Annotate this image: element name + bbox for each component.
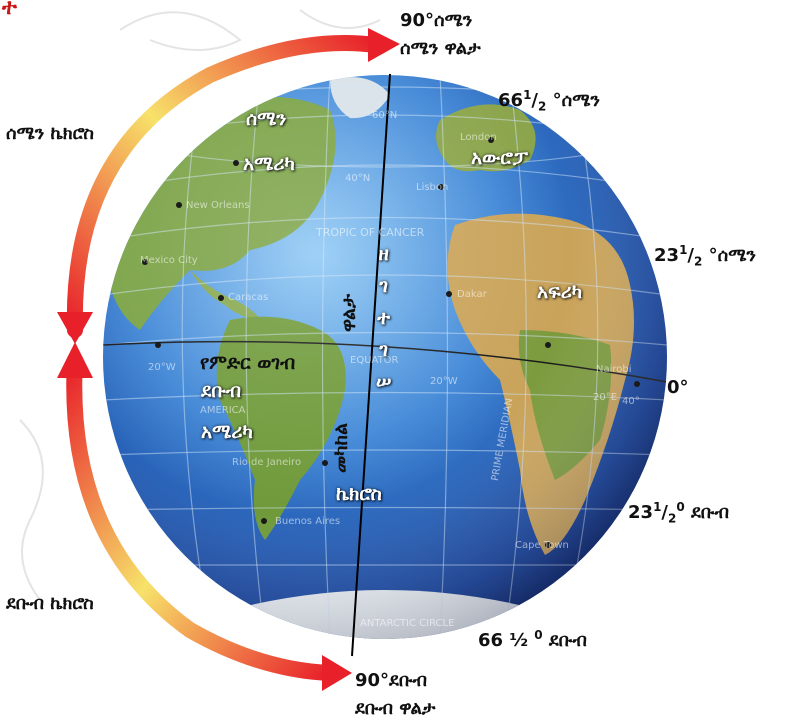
map-label-cape-town: Cape Town xyxy=(515,540,569,551)
latitude-23-south: 231/20 ደቡብ xyxy=(628,500,729,526)
axis-char-5: ሠ xyxy=(376,371,392,393)
map-label-buenos-aires: Buenos Aires xyxy=(275,516,341,527)
continent-north-america-line1: ሰሜን xyxy=(246,108,287,130)
south-arc-arrow xyxy=(57,342,352,691)
map-label-20e: 20°E xyxy=(593,392,618,403)
map-label-dakar: Dakar xyxy=(457,289,487,300)
latitude-66-north: 661/2 °ሰሜን xyxy=(498,88,600,114)
map-label-nairobi: Nairobi xyxy=(596,364,632,375)
map-label-caracas: Caracas xyxy=(228,292,269,303)
latitude-23-north: 231/2 °ሰሜን xyxy=(654,243,756,269)
map-label-new-orleans: New Orleans xyxy=(186,200,250,211)
map-label-rio: Rio de Janeiro xyxy=(232,457,302,468)
north-pole-name: ሰሜን ዋልታ xyxy=(400,38,481,59)
map-label-20w-a: 20°W xyxy=(148,362,176,373)
north-pole-degree: 90°ሰሜን xyxy=(400,10,473,31)
map-label-tropic: TROPIC OF CANCER xyxy=(316,226,425,239)
axis-char-3: ተ xyxy=(377,307,391,329)
latitude-equator: 0° xyxy=(667,377,689,398)
axis-text-lower: መካከል xyxy=(330,422,352,473)
axis-char-4: ገ xyxy=(379,339,389,361)
map-label-mexico-city: Mexico City xyxy=(140,255,198,266)
axis-char-2: ገ xyxy=(379,275,389,297)
continent-south-america-line2: አሜሪካ xyxy=(201,421,253,443)
equator-word-label: የምድር ወገብ xyxy=(200,352,296,374)
map-label-40n: 40°N xyxy=(345,173,371,184)
continent-africa: አፍሪካ xyxy=(537,281,583,303)
continent-north-america-line2: አሜሪካ xyxy=(243,153,295,175)
latitude-66-south: 66 ½ 0 ደቡብ xyxy=(478,628,587,651)
map-label-40: 40° xyxy=(622,396,640,407)
continent-europe: አውሮፓ xyxy=(471,147,528,169)
south-pole-name: ደቡብ ዋልታ xyxy=(355,698,436,719)
corner-mark: ተ xyxy=(2,0,17,20)
axis-text-upper: ዋልታ xyxy=(338,293,360,332)
continent-south-america-line1: ደቡብ xyxy=(201,380,242,402)
axis-char-1: ዘ xyxy=(378,243,389,265)
north-arc-arrow xyxy=(57,28,400,344)
north-latitude-label: ሰሜን ኬክሮስ xyxy=(6,123,94,144)
map-label-america: AMERICA xyxy=(200,405,246,416)
map-label-equator: EQUATOR xyxy=(350,355,399,366)
latitude-word-label: ኬክሮስ xyxy=(336,483,382,505)
background-sketch xyxy=(19,9,381,601)
map-label-lisbon: Lisbon xyxy=(416,182,449,193)
city-markers xyxy=(142,137,640,548)
map-label-60n: 60°N xyxy=(372,110,398,121)
south-pole-degree: 90°ደቡብ xyxy=(355,670,428,691)
axis-vertical-characters: ዘ ገ ተ ገ ሠ xyxy=(376,238,391,398)
map-label-antarctic: ANTARCTIC CIRCLE xyxy=(360,618,455,629)
south-latitude-label: ደቡብ ኬክሮስ xyxy=(6,593,94,614)
earth-axis-line xyxy=(351,73,391,657)
map-label-london: London xyxy=(460,132,497,143)
map-label-20w-b: 20°W xyxy=(430,376,458,387)
